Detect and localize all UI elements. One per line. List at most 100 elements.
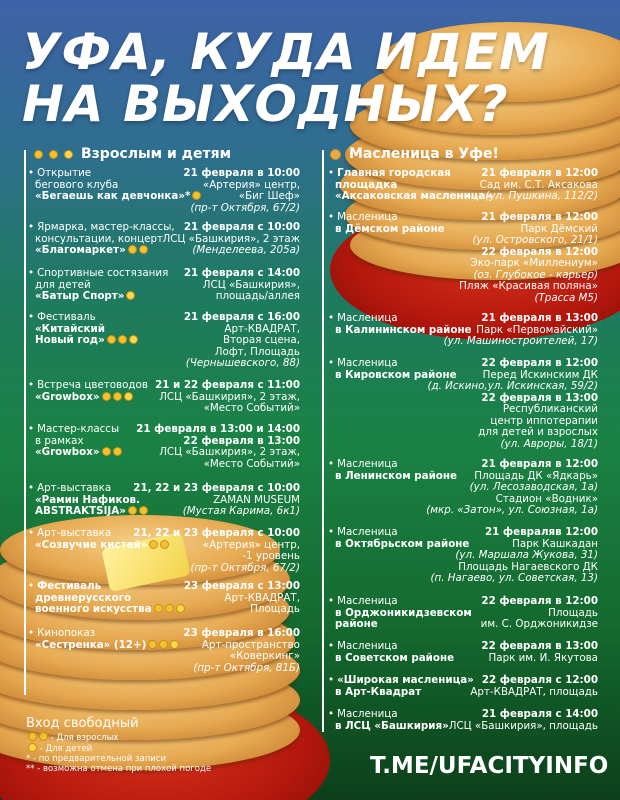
left-section-title: Взрослым и детям <box>32 146 231 162</box>
adult-icon <box>106 335 116 344</box>
event-title: • Фестиваль «Китайский Новый год» <box>28 311 138 347</box>
event-venue: Сад им. С.Т. Аксакова <box>479 178 598 191</box>
event-details: 21 февраля в 13:00 и 14:00 22 февраля в 1… <box>136 423 300 470</box>
child-icon <box>28 743 37 752</box>
event-details: 22 февраля в 13:00 Парк им. И. Якутова <box>481 640 598 664</box>
event-venue: «Биг Шеф» <box>238 190 300 202</box>
event-title-text: Масленица <box>337 211 398 223</box>
adult-icon <box>164 604 174 613</box>
event-title-text: районе <box>335 618 378 630</box>
event-title-text: Ярмарка, мастер-классы, <box>37 221 175 233</box>
event-details: 21 февраля в 12:00 Сад им. С.Т. Аксакова(… <box>479 167 598 203</box>
event-title: • Масленица в ЛСЦ «Башкирия» <box>328 708 449 732</box>
event-details: 21 февраля с 14:00 ЛСЦ «Башкирия», площадь… <box>183 267 300 303</box>
event-date: 22 февраля в 12:00 <box>481 595 598 607</box>
event-date: 22 февраля с 12:00 <box>481 674 598 686</box>
event-date: 21, 22 и 23 февраля с 10:00 <box>133 482 300 494</box>
title-line-2: НА ВЫХОДНЫХ? <box>22 75 509 133</box>
event-title-line: в Октябрьском районе <box>328 538 469 551</box>
event-title-line: • Масленица <box>328 357 457 370</box>
event-title: • «Широкая масленица» в Арт-Квадрат <box>328 674 474 698</box>
event-venue: Перед Искинским ДК <box>482 368 598 381</box>
event-title-line: • Арт-выставка <box>28 527 169 540</box>
event-title: • Кинопоказ «Сестренка» (12+) <box>28 627 180 651</box>
event-title-line: консультации, концерт <box>28 233 175 246</box>
page-title: УФА, КУДА ИДЕМ НА ВЫХОДНЫХ? <box>22 26 550 130</box>
event-title-text: «Рамин Нафиков. <box>35 493 140 506</box>
event-venue: Парк Кашкадан <box>512 537 598 550</box>
bullet-icon: • <box>28 423 35 435</box>
event-address: (Трасса М5) <box>534 291 598 304</box>
event-title-text: военного искусства <box>35 603 152 615</box>
event-venue: Лофт, Площадь <box>214 345 300 358</box>
event-date: 22 февраля в 12:00 <box>481 357 598 369</box>
event-title-text: Масленица <box>337 595 398 607</box>
event-address: (Менделеева, 205а) <box>192 244 300 256</box>
adult-icon <box>149 539 159 549</box>
event-title-text: «Широкая масленица» <box>337 674 474 686</box>
event-title-line: «Батыр Спорт» <box>28 290 168 303</box>
event-details: 22 февраля в 12:00 Площадь им. С. Орджоник… <box>480 595 598 631</box>
bullet-icon: • <box>328 595 335 607</box>
bullet-icon: • <box>328 708 335 720</box>
adult-icon <box>138 506 148 515</box>
event-date: 23 февраля в 16:00 <box>183 627 300 639</box>
event-venue: «Коверкинг» <box>229 650 300 662</box>
event-title-line: «Созвучие кистей» <box>28 539 170 552</box>
adult-icon <box>127 506 137 515</box>
event-date: 22 февраля в 13:00 <box>183 434 300 447</box>
event-title-text: «Бегаешь как девчонка»* <box>35 190 191 202</box>
event-title-line: «Китайский <box>28 322 138 336</box>
bullet-icon: • <box>328 526 335 538</box>
event-title-text: «Батыр Спорт» <box>35 290 125 302</box>
event-title: • Масленица в Советском районе <box>328 640 454 664</box>
event-address: (пр-т Октября, 67/2) <box>190 201 300 214</box>
bullet-icon: • <box>28 482 35 494</box>
event-title: • Встреча цветоводов «Growbox» <box>28 379 148 403</box>
event-venue: для детей и взрослых <box>478 426 598 438</box>
event-title-text: в ЛСЦ «Башкирия» <box>335 719 449 732</box>
section-heading: Масленица в Уфе! <box>349 146 499 162</box>
event-venue: им. С. Орджоникидзе <box>480 618 598 630</box>
adult-icon <box>101 447 111 456</box>
event-title-line: «Благомаркет» <box>28 244 175 257</box>
event-title-line: бегового клуба <box>28 179 201 192</box>
event-date: 21 февраля в 13:00 и 14:00 <box>136 423 300 435</box>
event-title: • Масленица в Дёмском районе <box>328 211 445 235</box>
event-title: • Главная городская площадка «Аксаковская м… <box>328 167 492 203</box>
event-title-text: Открытие <box>37 167 92 179</box>
event-title-line: «Рамин Нафиков. <box>28 493 148 507</box>
event-title-line: «Бегаешь как девчонка»* <box>28 190 202 203</box>
telegram-link[interactable]: T.ME/UFACITYINFO <box>370 753 609 779</box>
event-title-text: в Дёмском районе <box>335 222 445 235</box>
event-title-line: в Кировском районе <box>328 369 457 382</box>
event-address: (пр-т Октября, 67/2) <box>190 561 300 574</box>
event-venue: Эко-парк «Миллениум» <box>470 257 598 269</box>
event-title-line: • Кинопоказ <box>28 627 179 640</box>
event-title-text: Арт-выставка <box>37 482 112 494</box>
adult-icon <box>28 732 37 741</box>
event-venue: Республиканский <box>502 403 598 415</box>
event-venue: -1 уровень <box>242 550 300 562</box>
adult-icon <box>153 604 163 613</box>
event-details: 21 февраляв 12:00 Парк Кашкадан (ул. Марша… <box>431 526 598 585</box>
event-date: 22 февраля в 13:00 <box>481 640 598 652</box>
event-details: 21 февраля с 10:00 ЛСЦ «Башкирия», 2 этаж… <box>162 221 300 257</box>
event-title-text: «Growbox» <box>35 390 100 403</box>
bullet-icon: • <box>328 640 335 652</box>
event-title-line: в Калининском районе <box>328 324 472 337</box>
event-title-line: • Встреча цветоводов <box>28 379 148 392</box>
event-title-text: «Китайский <box>35 322 105 335</box>
event-date: 21 февраля с 14:00 <box>183 267 300 279</box>
event-venue: Пляж «Красивая поляна» <box>459 280 598 292</box>
event-details: 21 февраля в 13:00 Парк «Первомайский» (ул… <box>444 312 598 348</box>
event-title-text: Масленица <box>337 458 398 470</box>
event-venue: ЛСЦ «Башкирия», площадь <box>448 719 598 732</box>
event-title: • Ярмарка, мастер-классы, консультации, ко… <box>28 221 175 257</box>
event-title-text: Фестиваль <box>37 311 96 323</box>
adult-icon <box>148 639 158 649</box>
event-title-line: • Масленица <box>328 458 457 471</box>
bullet-icon: • <box>328 458 335 470</box>
event-details: 21 февраля в 12:00 Парк Дёмский (ул. Остро… <box>459 211 598 304</box>
